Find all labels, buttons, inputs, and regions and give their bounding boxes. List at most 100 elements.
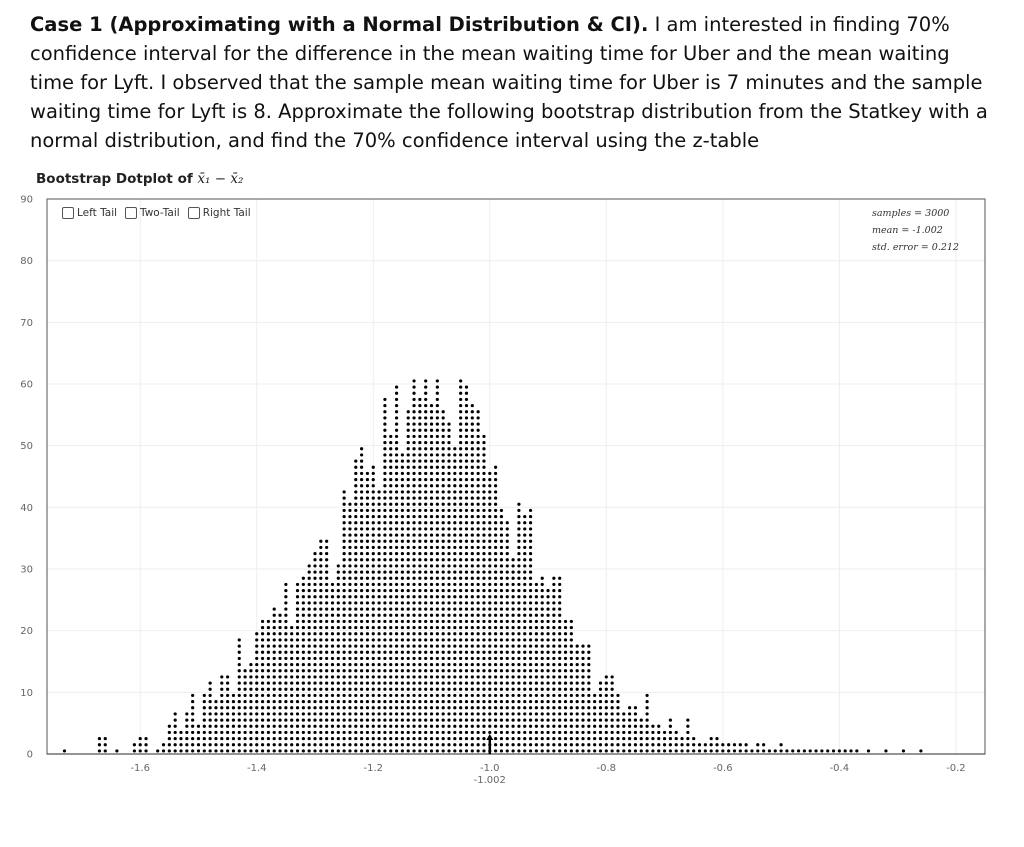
- bootstrap-dot: [604, 693, 608, 698]
- bootstrap-dot: [354, 582, 358, 587]
- bootstrap-dot: [249, 743, 253, 747]
- bootstrap-dot: [429, 638, 434, 642]
- bootstrap-dot: [389, 471, 393, 476]
- bootstrap-dot: [284, 619, 288, 624]
- bootstrap-dot: [447, 484, 451, 488]
- bootstrap-dot: [295, 625, 300, 630]
- bootstrap-dot: [354, 496, 358, 500]
- bootstrap-dot: [639, 718, 643, 722]
- bootstrap-dot: [476, 539, 480, 543]
- bootstrap-dot: [523, 669, 527, 673]
- bootstrap-dot: [482, 749, 486, 753]
- bootstrap-dot: [581, 724, 585, 728]
- bootstrap-dot: [476, 551, 480, 556]
- right-tail-checkbox[interactable]: Right Tail: [187, 207, 251, 219]
- bootstrap-dot: [715, 743, 719, 747]
- bootstrap-dot: [517, 613, 521, 617]
- bootstrap-dot: [383, 706, 387, 710]
- bootstrap-dot: [383, 514, 387, 519]
- bootstrap-dot: [459, 607, 463, 611]
- bootstrap-dot: [505, 595, 509, 599]
- left-tail-box[interactable]: [62, 207, 74, 219]
- bootstrap-dot: [633, 743, 638, 747]
- bootstrap-dot: [499, 582, 504, 587]
- bootstrap-dot: [354, 558, 358, 562]
- bootstrap-dot: [494, 736, 498, 741]
- bootstrap-dot: [325, 570, 329, 574]
- bootstrap-dot: [435, 613, 439, 617]
- bootstrap-dot: [558, 582, 562, 587]
- bootstrap-dot: [272, 650, 276, 654]
- bootstrap-dot: [476, 533, 480, 537]
- bootstrap-dot: [429, 545, 434, 550]
- bootstrap-dot: [394, 477, 399, 482]
- bootstrap-dot: [354, 693, 358, 698]
- bootstrap-dot: [494, 712, 498, 716]
- bootstrap-dot: [208, 736, 212, 741]
- bootstrap-dot: [459, 619, 463, 624]
- bootstrap-dot: [371, 693, 375, 698]
- bootstrap-dot: [313, 749, 317, 753]
- bootstrap-dot: [406, 718, 410, 722]
- bootstrap-dot: [470, 514, 474, 519]
- bootstrap-dot: [406, 465, 410, 469]
- bootstrap-dot: [470, 743, 474, 747]
- bootstrap-dot: [459, 724, 463, 728]
- two-tail-checkbox[interactable]: Two-Tail: [125, 207, 180, 219]
- bootstrap-dot: [371, 582, 375, 587]
- bootstrap-dot: [563, 632, 568, 636]
- bootstrap-dot: [453, 564, 457, 568]
- bootstrap-dot: [161, 749, 166, 753]
- bootstrap-dot: [581, 675, 585, 679]
- bootstrap-dot: [342, 650, 346, 654]
- bootstrap-dot: [325, 551, 329, 556]
- bootstrap-dot: [377, 490, 381, 494]
- bootstrap-dot: [295, 662, 300, 667]
- bootstrap-dot: [435, 477, 439, 482]
- bootstrap-dot: [360, 669, 364, 673]
- bootstrap-dot: [272, 607, 276, 611]
- bootstrap-dot: [173, 749, 177, 753]
- bootstrap-dot: [569, 712, 573, 716]
- bootstrap-dot: [668, 724, 672, 728]
- bootstrap-dot: [284, 693, 288, 698]
- bootstrap-dot: [365, 588, 370, 593]
- bootstrap-dot: [424, 564, 428, 568]
- bootstrap-dot: [814, 749, 818, 753]
- bootstrap-dot: [558, 681, 562, 685]
- bootstrap-dot: [365, 712, 370, 716]
- bootstrap-dot: [581, 644, 585, 648]
- bootstrap-dot: [272, 619, 276, 624]
- bootstrap-dot: [499, 613, 504, 617]
- bootstrap-dot: [494, 632, 498, 636]
- two-tail-box[interactable]: [125, 207, 138, 219]
- bootstrap-dot: [587, 736, 591, 741]
- bootstrap-dot: [237, 743, 241, 747]
- bootstrap-dot: [727, 749, 731, 753]
- bootstrap-dot: [453, 743, 457, 747]
- bootstrap-dot: [424, 681, 428, 685]
- bootstrap-dot: [523, 693, 527, 698]
- bootstrap-dot: [249, 669, 253, 673]
- bootstrap-dot: [523, 749, 527, 753]
- bootstrap-dot: [365, 656, 370, 661]
- bootstrap-dot: [394, 403, 399, 408]
- bootstrap-dot: [406, 675, 410, 679]
- bootstrap-dot: [418, 650, 422, 654]
- bootstrap-dot: [552, 607, 556, 611]
- bootstrap-dot: [383, 644, 387, 648]
- bootstrap-dot: [517, 521, 521, 525]
- bootstrap-dot: [400, 638, 404, 642]
- bootstrap-dot: [412, 669, 416, 673]
- bootstrap-dot: [418, 687, 422, 691]
- bootstrap-dot: [499, 564, 504, 568]
- left-tail-checkbox[interactable]: Left Tail: [62, 207, 117, 219]
- bootstrap-dot: [424, 712, 428, 716]
- bootstrap-dot: [534, 607, 538, 611]
- bootstrap-dot: [563, 730, 568, 735]
- bootstrap-dot: [476, 508, 480, 513]
- right-tail-box[interactable]: [187, 207, 200, 219]
- bootstrap-dot: [464, 521, 469, 525]
- bootstrap-dot: [453, 730, 457, 735]
- bootstrap-dot: [604, 736, 608, 741]
